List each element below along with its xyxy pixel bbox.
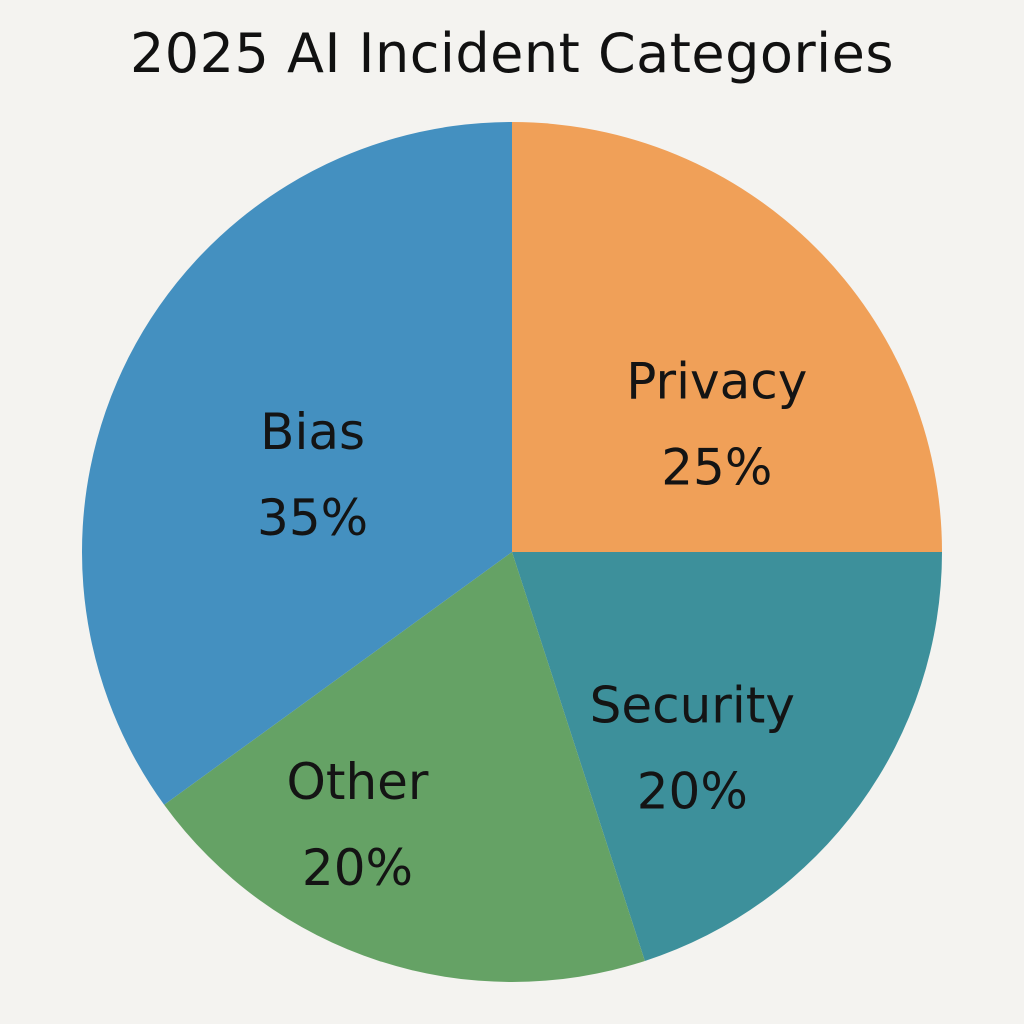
pie-slice-bias [81, 122, 512, 805]
slice-label-privacy: Privacy [626, 353, 807, 411]
pie-slice-other [164, 552, 645, 982]
pie-slice-privacy [512, 122, 942, 552]
slice-value-other: 20% [302, 839, 413, 897]
slice-value-security: 20% [637, 762, 748, 820]
slice-label-security: Security [590, 676, 795, 734]
chart-title: 2025 AI Incident Categories [129, 22, 895, 85]
slice-value-privacy: 25% [661, 439, 772, 497]
slice-label-bias: Bias [260, 403, 365, 461]
slice-value-bias: 35% [257, 489, 368, 547]
slice-label-other: Other [287, 753, 429, 811]
pie-slice-security [512, 552, 942, 961]
pie-slices [81, 122, 942, 982]
pie-labels: Privacy 25% Security 20% Other 20% Bias 35% [257, 353, 807, 898]
